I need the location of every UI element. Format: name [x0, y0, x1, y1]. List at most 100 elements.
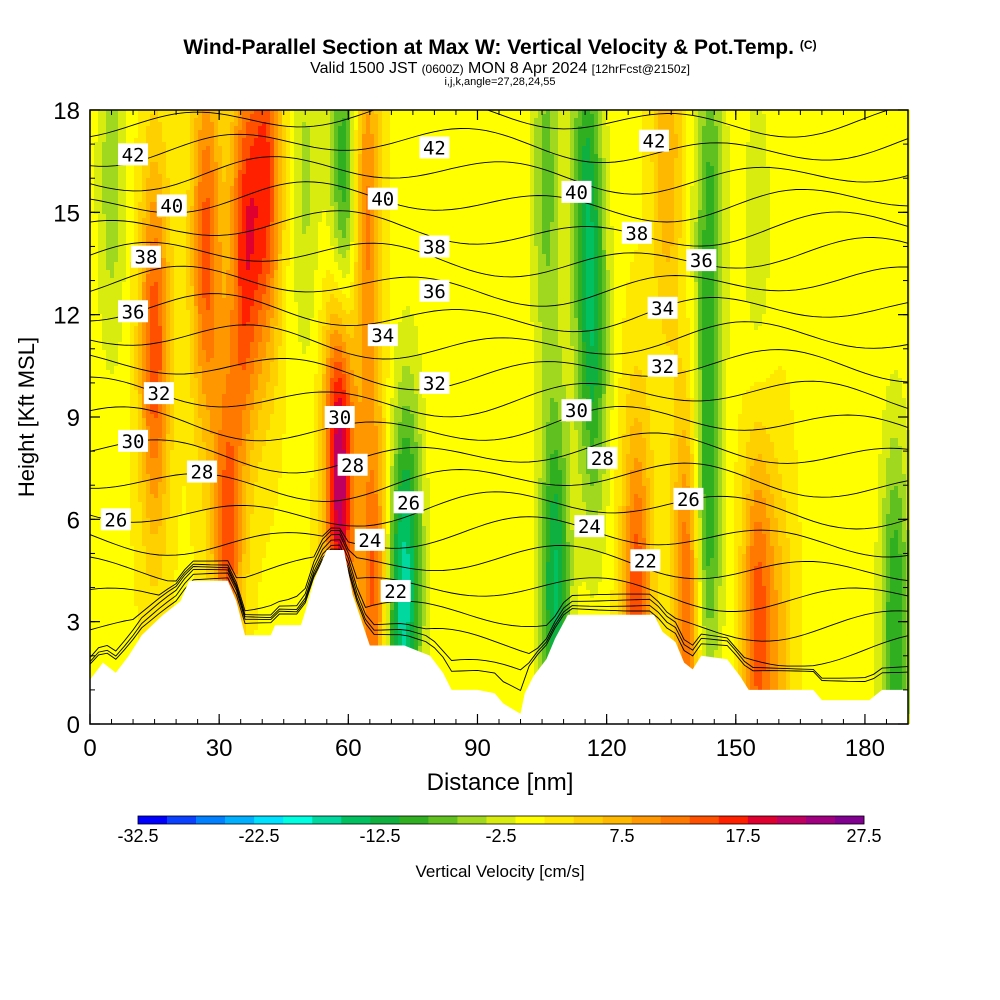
heatmap-cell	[206, 506, 211, 511]
heatmap-cell	[170, 434, 175, 439]
heatmap-cell	[130, 422, 135, 427]
heatmap-cell	[118, 214, 123, 219]
heatmap-cell	[170, 338, 175, 343]
heatmap-cell	[174, 550, 179, 555]
heatmap-cell	[198, 326, 203, 331]
heatmap-cell	[122, 654, 127, 659]
heatmap-cell	[166, 378, 171, 383]
heatmap-cell	[174, 306, 179, 311]
heatmap-cell	[110, 466, 115, 471]
heatmap-cell	[194, 506, 199, 511]
heatmap-cell	[162, 298, 167, 303]
heatmap-cell	[214, 230, 219, 235]
heatmap-cell	[122, 262, 127, 267]
heatmap-cell	[154, 410, 159, 415]
heatmap-cell	[106, 450, 111, 455]
heatmap-cell	[94, 366, 99, 371]
heatmap-cell	[186, 134, 191, 139]
heatmap-cell	[122, 530, 127, 535]
heatmap-cell	[98, 530, 103, 535]
heatmap-cell	[214, 542, 219, 547]
heatmap-cell	[110, 442, 115, 447]
heatmap-cell	[186, 230, 191, 235]
heatmap-cell	[110, 262, 115, 267]
heatmap-cell	[182, 562, 187, 567]
heatmap-cell	[94, 126, 99, 131]
heatmap-cell	[190, 554, 195, 559]
heatmap-cell	[154, 590, 159, 595]
heatmap-cell	[122, 406, 127, 411]
heatmap-cell	[110, 398, 115, 403]
heatmap-cell	[198, 166, 203, 171]
heatmap-cell	[182, 386, 187, 391]
heatmap-cell	[142, 514, 147, 519]
heatmap-cell	[130, 574, 135, 579]
heatmap-cell	[142, 518, 147, 523]
heatmap-cell	[178, 386, 183, 391]
heatmap-cell	[114, 242, 119, 247]
heatmap-cell	[94, 450, 99, 455]
heatmap-cell	[166, 374, 171, 379]
heatmap-cell	[182, 402, 187, 407]
heatmap-cell	[126, 458, 131, 463]
heatmap-cell	[214, 110, 219, 115]
heatmap-cell	[174, 434, 179, 439]
heatmap-cell	[174, 174, 179, 179]
heatmap-cell	[98, 518, 103, 523]
heatmap-cell	[118, 322, 123, 327]
heatmap-cell	[122, 602, 127, 607]
heatmap-cell	[110, 430, 115, 435]
heatmap-cell	[146, 462, 151, 467]
heatmap-cell	[186, 274, 191, 279]
heatmap-cell	[154, 122, 159, 127]
heatmap-cell	[106, 458, 111, 463]
heatmap-cell	[134, 538, 139, 543]
heatmap-cell	[158, 310, 163, 315]
heatmap-cell	[98, 658, 103, 663]
heatmap-cell	[102, 282, 107, 287]
heatmap-cell	[130, 518, 135, 523]
heatmap-cell	[110, 402, 115, 407]
heatmap-cell	[126, 226, 131, 231]
heatmap-cell	[190, 402, 195, 407]
heatmap-cell	[90, 522, 95, 527]
heatmap-cell	[198, 150, 203, 155]
heatmap-cell	[178, 130, 183, 135]
heatmap-cell	[90, 130, 95, 135]
heatmap-cell	[90, 126, 95, 131]
heatmap-cell	[150, 558, 155, 563]
heatmap-cell	[162, 418, 167, 423]
heatmap-cell	[134, 202, 139, 207]
heatmap-cell	[98, 550, 103, 555]
heatmap-cell	[194, 554, 199, 559]
heatmap-cell	[182, 426, 187, 431]
heatmap-cell	[186, 318, 191, 323]
heatmap-cell	[130, 538, 135, 543]
heatmap-cell	[114, 610, 119, 615]
heatmap-cell	[90, 282, 95, 287]
heatmap-cell	[182, 438, 187, 443]
heatmap-cell	[174, 242, 179, 247]
heatmap-cell	[210, 274, 215, 279]
heatmap-cell	[150, 270, 155, 275]
heatmap-cell	[146, 418, 151, 423]
heatmap-cell	[138, 238, 143, 243]
heatmap-cell	[114, 614, 119, 619]
heatmap-cell	[114, 150, 119, 155]
heatmap-cell	[218, 270, 223, 275]
heatmap-cell	[118, 418, 123, 423]
heatmap-cell	[126, 286, 131, 291]
heatmap-cell	[134, 566, 139, 571]
heatmap-cell	[194, 574, 199, 579]
heatmap-cell	[202, 310, 207, 315]
heatmap-cell	[158, 346, 163, 351]
heatmap-cell	[154, 586, 159, 591]
heatmap-cell	[210, 334, 215, 339]
heatmap-cell	[94, 362, 99, 367]
heatmap-cell	[106, 378, 111, 383]
heatmap-cell	[106, 366, 111, 371]
heatmap-cell	[118, 182, 123, 187]
heatmap-cell	[202, 238, 207, 243]
heatmap-cell	[110, 178, 115, 183]
heatmap-cell	[214, 362, 219, 367]
